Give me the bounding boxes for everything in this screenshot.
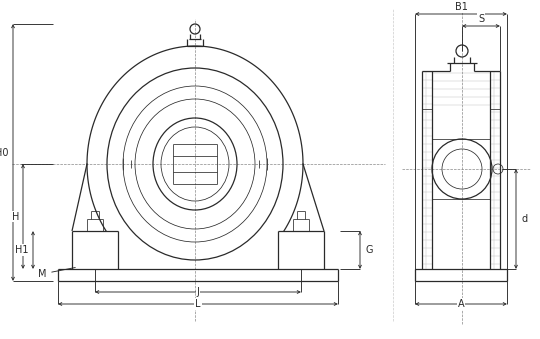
Text: L: L (195, 299, 201, 309)
Text: H0: H0 (0, 147, 9, 158)
Text: A: A (458, 299, 464, 309)
Text: S: S (478, 14, 484, 24)
Text: G: G (365, 245, 373, 255)
Text: B1: B1 (455, 2, 468, 12)
Text: H: H (12, 212, 19, 221)
Text: d: d (521, 214, 527, 224)
Text: M: M (38, 267, 75, 279)
Text: H1: H1 (16, 245, 29, 255)
Text: J: J (197, 287, 199, 297)
